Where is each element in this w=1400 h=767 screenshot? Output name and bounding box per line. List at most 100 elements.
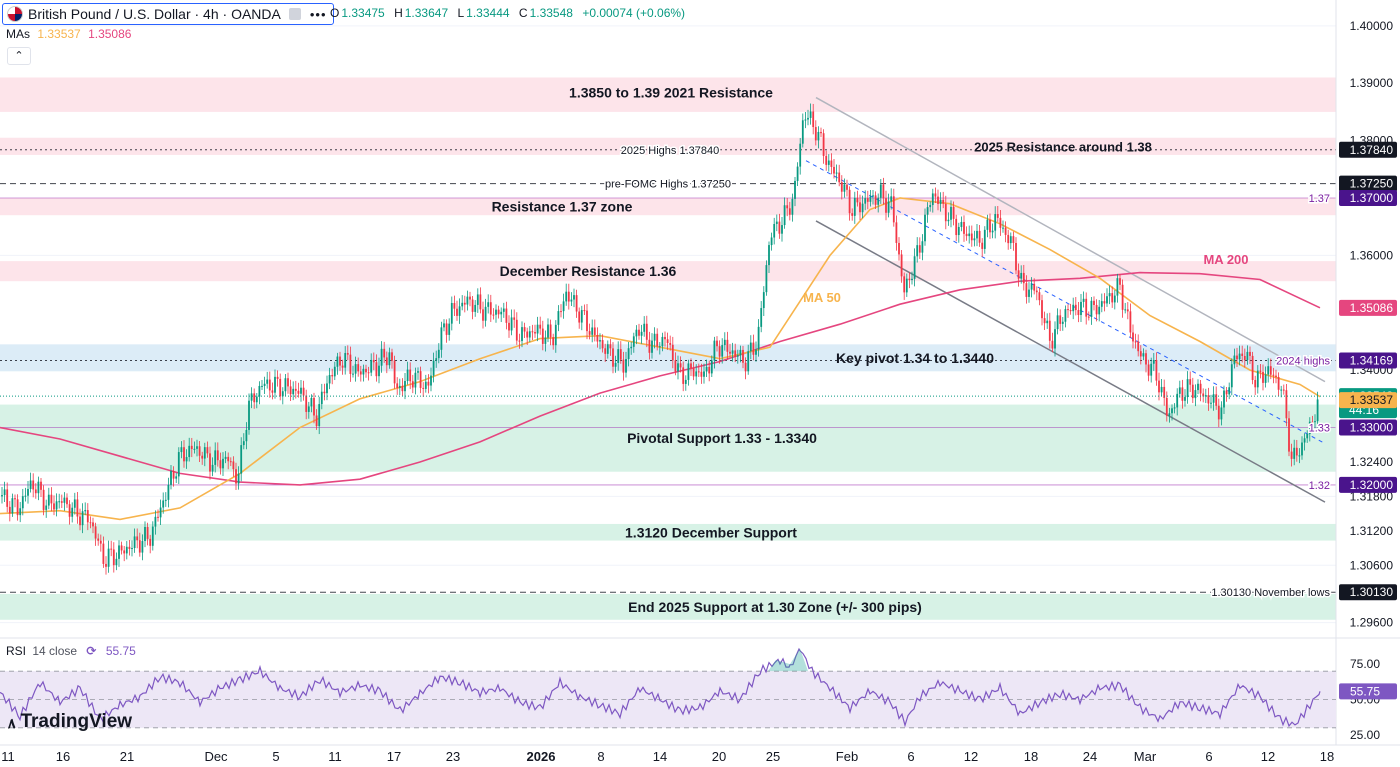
candle-body <box>1056 315 1059 330</box>
candle-body <box>1173 407 1176 409</box>
candle-body <box>271 390 274 393</box>
symbol-legend[interactable]: British Pound / U.S. Dollar · 4h · OANDA… <box>2 3 334 25</box>
candle-body <box>851 213 854 216</box>
candle-body <box>1043 318 1046 324</box>
candle-body <box>1152 360 1155 364</box>
candle-body <box>710 360 713 374</box>
candle-body <box>757 326 760 350</box>
candle-body <box>1298 455 1301 457</box>
channel-line <box>815 96 1326 383</box>
low-label: L <box>457 6 465 20</box>
open-label: O <box>330 6 340 20</box>
candle-body <box>128 546 131 549</box>
candle-body <box>24 495 27 497</box>
x-tick-label: Mar <box>1134 749 1157 764</box>
ma200-value: 1.35086 <box>88 27 132 41</box>
candle-body <box>931 193 934 206</box>
candle-body <box>60 501 63 503</box>
ma-legend[interactable]: MAs 1.33537 1.35086 <box>6 27 131 41</box>
candle-body <box>1059 315 1062 324</box>
candle-body <box>461 302 464 307</box>
candle-body <box>908 278 911 281</box>
rsi-params: 14 close <box>32 644 78 658</box>
candle-body <box>895 222 898 243</box>
candle-body <box>112 549 115 566</box>
candle-body <box>866 198 869 202</box>
candle-body <box>326 383 328 394</box>
candle-body <box>747 351 750 372</box>
candle-body <box>578 311 581 323</box>
candle-body <box>593 327 596 335</box>
candle-body <box>245 429 248 442</box>
y-tick-label: 1.31200 <box>1350 524 1394 538</box>
candle-body <box>1142 353 1145 357</box>
price-axis <box>1336 0 1400 767</box>
candle-body <box>534 332 536 334</box>
candle-body <box>1233 355 1236 365</box>
candle-body <box>1106 296 1108 304</box>
candle-body <box>1285 390 1288 419</box>
rsi-legend[interactable]: RSI 14 close ⟳ 55.75 <box>6 644 136 658</box>
candle-body <box>229 461 232 463</box>
zone-resistance <box>0 261 1336 282</box>
ma200-label: MA 200 <box>1203 252 1248 267</box>
candle-body <box>76 499 79 517</box>
candle-body <box>484 306 487 321</box>
candle-body <box>541 328 544 344</box>
candle-body <box>378 365 380 377</box>
rsi-value: 55.75 <box>105 644 136 658</box>
hide-icon[interactable] <box>288 8 301 20</box>
refresh-icon[interactable]: ⟳ <box>86 644 97 658</box>
more-options-icon[interactable]: ••• <box>309 6 327 22</box>
candle-body <box>430 375 432 386</box>
level-label: 1.32 <box>1309 480 1330 492</box>
candle-body <box>526 331 529 338</box>
candle-body <box>458 306 461 316</box>
candle-body <box>619 349 622 360</box>
candle-body <box>645 323 648 340</box>
candle-body <box>549 324 552 338</box>
candle-body <box>671 344 674 361</box>
candle-body <box>222 458 224 469</box>
high-value: 1.33647 <box>404 6 449 20</box>
candle-body <box>1090 300 1093 317</box>
candle-body <box>1022 272 1025 284</box>
candle-body <box>937 196 939 204</box>
candle-body <box>32 480 35 490</box>
candle-body <box>531 331 534 333</box>
candle-body <box>367 372 370 374</box>
candle-body <box>159 507 162 518</box>
candle-body <box>463 302 466 305</box>
candle-body <box>523 327 526 332</box>
candle-body <box>554 324 557 346</box>
chevron-up-icon[interactable]: ⌃ <box>7 47 31 65</box>
candle-body <box>674 360 677 372</box>
candle-body <box>580 310 583 323</box>
level-tag: 1.32000 <box>1350 478 1394 492</box>
x-tick-label: 20 <box>712 749 726 764</box>
candle-body <box>963 221 965 234</box>
candle-body <box>292 388 295 395</box>
candle-body <box>853 197 856 216</box>
candle-body <box>682 367 685 384</box>
candle-body <box>274 376 276 393</box>
zone-resistance <box>0 77 1336 112</box>
candle-body <box>976 230 978 239</box>
tradingview-logo[interactable]: ᥈ TradingView <box>8 711 132 733</box>
x-tick-label: 2026 <box>527 749 556 764</box>
candle-body <box>820 131 822 134</box>
candle-body <box>372 359 375 363</box>
x-tick-label: 5 <box>272 749 279 764</box>
candle-body <box>307 406 310 412</box>
change-value: +0.00074 (+0.06%) <box>582 6 686 20</box>
candle-body <box>469 296 471 300</box>
candle-body <box>809 111 812 118</box>
candle-body <box>661 336 664 347</box>
zone-label: Pivotal Support 1.33 - 1.3340 <box>627 430 817 446</box>
candle-body <box>926 207 929 215</box>
candle-body <box>677 363 679 372</box>
candle-body <box>268 379 271 391</box>
candle-body <box>573 295 575 300</box>
candle-body <box>432 360 435 376</box>
